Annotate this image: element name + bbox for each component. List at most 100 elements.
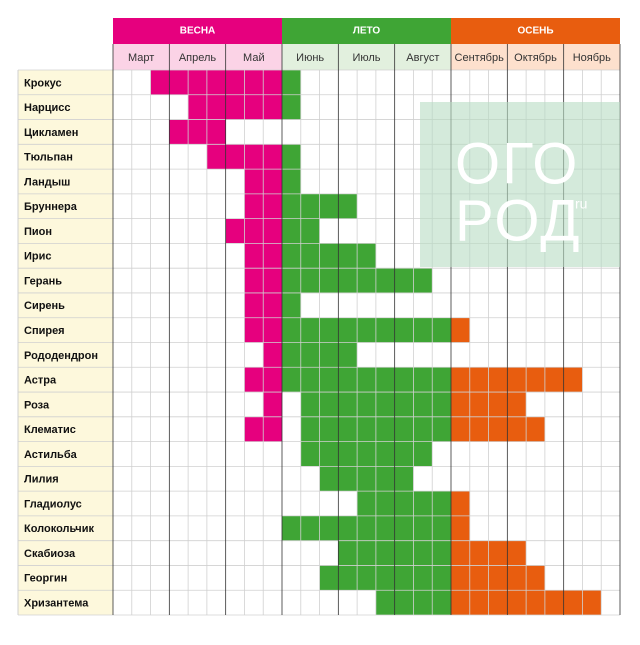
plant-name: Рододендрон bbox=[24, 350, 98, 362]
bloom-cell bbox=[319, 515, 339, 541]
bloom-cell bbox=[338, 317, 358, 343]
bloom-cell bbox=[263, 292, 282, 318]
month-label: Апрель bbox=[179, 52, 217, 64]
bloom-cell bbox=[300, 342, 320, 368]
bloom-cell bbox=[526, 416, 545, 442]
bloom-cell bbox=[357, 441, 376, 467]
bloom-cell bbox=[413, 416, 433, 442]
bloom-cell bbox=[206, 119, 226, 145]
bloom-cell bbox=[451, 515, 470, 541]
bloom-cell bbox=[526, 367, 545, 393]
bloom-cell bbox=[263, 193, 282, 219]
bloom-cell bbox=[263, 218, 282, 244]
bloom-cell bbox=[300, 268, 320, 293]
bloom-cell bbox=[394, 268, 414, 293]
bloom-cell bbox=[432, 515, 451, 541]
bloom-cell bbox=[488, 392, 508, 417]
bloom-cell bbox=[319, 367, 339, 393]
bloom-cell bbox=[469, 590, 489, 615]
bloom-cell bbox=[319, 268, 339, 293]
bloom-cell bbox=[338, 416, 358, 442]
bloom-cell bbox=[244, 218, 264, 244]
bloom-cell bbox=[357, 540, 376, 566]
month-header bbox=[169, 44, 226, 70]
bloom-cell bbox=[244, 144, 264, 170]
bloom-cell bbox=[375, 268, 395, 293]
bloom-cell bbox=[300, 515, 320, 541]
bloom-cell bbox=[263, 317, 282, 343]
bloom-cell bbox=[282, 218, 301, 244]
plant-name: Колокольчик bbox=[24, 523, 94, 535]
season-label: ВЕСНА bbox=[180, 26, 216, 37]
bloom-cell bbox=[413, 392, 433, 417]
bloom-cell bbox=[319, 565, 339, 591]
bloom-cell bbox=[375, 367, 395, 393]
bloom-cell bbox=[282, 193, 301, 219]
bloom-cell bbox=[451, 317, 470, 343]
bloom-cell bbox=[206, 144, 226, 170]
bloom-cell bbox=[451, 491, 470, 516]
plant-name: Скабиоза bbox=[24, 548, 76, 560]
bloom-cell bbox=[394, 367, 414, 393]
bloom-cell bbox=[451, 540, 470, 566]
season-label: ЛЕТО bbox=[353, 26, 381, 37]
bloom-cell bbox=[319, 317, 339, 343]
bloom-cell bbox=[244, 367, 264, 393]
season-header bbox=[113, 18, 282, 44]
bloom-cell bbox=[413, 491, 433, 516]
bloom-cell bbox=[375, 416, 395, 442]
bloom-cell bbox=[394, 441, 414, 467]
bloom-cell bbox=[432, 367, 451, 393]
season-label: ОСЕНЬ bbox=[517, 26, 553, 37]
bloom-cell bbox=[375, 590, 395, 615]
bloom-cell bbox=[394, 540, 414, 566]
month-label: Июль bbox=[352, 52, 380, 64]
bloom-cell bbox=[319, 243, 339, 269]
bloom-cell bbox=[225, 218, 245, 244]
month-header bbox=[507, 44, 564, 70]
bloom-cell bbox=[394, 392, 414, 417]
month-header bbox=[394, 44, 451, 70]
month-header bbox=[113, 44, 170, 70]
bloom-cell bbox=[451, 392, 470, 417]
bloom-cell bbox=[526, 590, 545, 615]
bloom-cell bbox=[507, 540, 527, 566]
bloom-cell bbox=[263, 243, 282, 269]
bloom-cell bbox=[413, 565, 433, 591]
bloom-cell bbox=[282, 268, 301, 293]
bloom-cell bbox=[244, 317, 264, 343]
bloom-cell bbox=[150, 70, 170, 95]
bloom-cell bbox=[169, 119, 189, 145]
bloom-cell bbox=[338, 268, 358, 293]
bloom-cell bbox=[375, 466, 395, 492]
bloom-cell bbox=[394, 515, 414, 541]
bloom-cell bbox=[488, 416, 508, 442]
bloom-cell bbox=[357, 367, 376, 393]
bloom-cell bbox=[451, 416, 470, 442]
plant-name: Гладиолус bbox=[24, 498, 82, 510]
plant-name: Георгин bbox=[24, 573, 67, 585]
bloom-cell bbox=[507, 367, 527, 393]
bloom-cell bbox=[338, 466, 358, 492]
bloom-cell bbox=[263, 342, 282, 368]
month-header bbox=[451, 44, 508, 70]
month-header bbox=[282, 44, 339, 70]
bloom-cell bbox=[526, 565, 545, 591]
month-header bbox=[563, 44, 620, 70]
bloom-cell bbox=[394, 466, 414, 492]
plant-name: Пион bbox=[24, 226, 52, 238]
bloom-cell bbox=[357, 268, 376, 293]
month-header bbox=[338, 44, 395, 70]
month-label: Октябрь bbox=[514, 52, 557, 64]
month-label: Сентябрь bbox=[455, 52, 505, 64]
bloom-cell bbox=[263, 367, 282, 393]
bloom-cell bbox=[282, 94, 301, 120]
bloom-cell bbox=[488, 540, 508, 566]
bloom-cell bbox=[263, 144, 282, 170]
plant-name: Клематис bbox=[24, 424, 76, 436]
bloom-cell bbox=[282, 515, 301, 541]
bloom-cell bbox=[319, 342, 339, 368]
bloom-cell bbox=[338, 540, 358, 566]
bloom-cell bbox=[263, 268, 282, 293]
bloom-cell bbox=[357, 491, 376, 516]
